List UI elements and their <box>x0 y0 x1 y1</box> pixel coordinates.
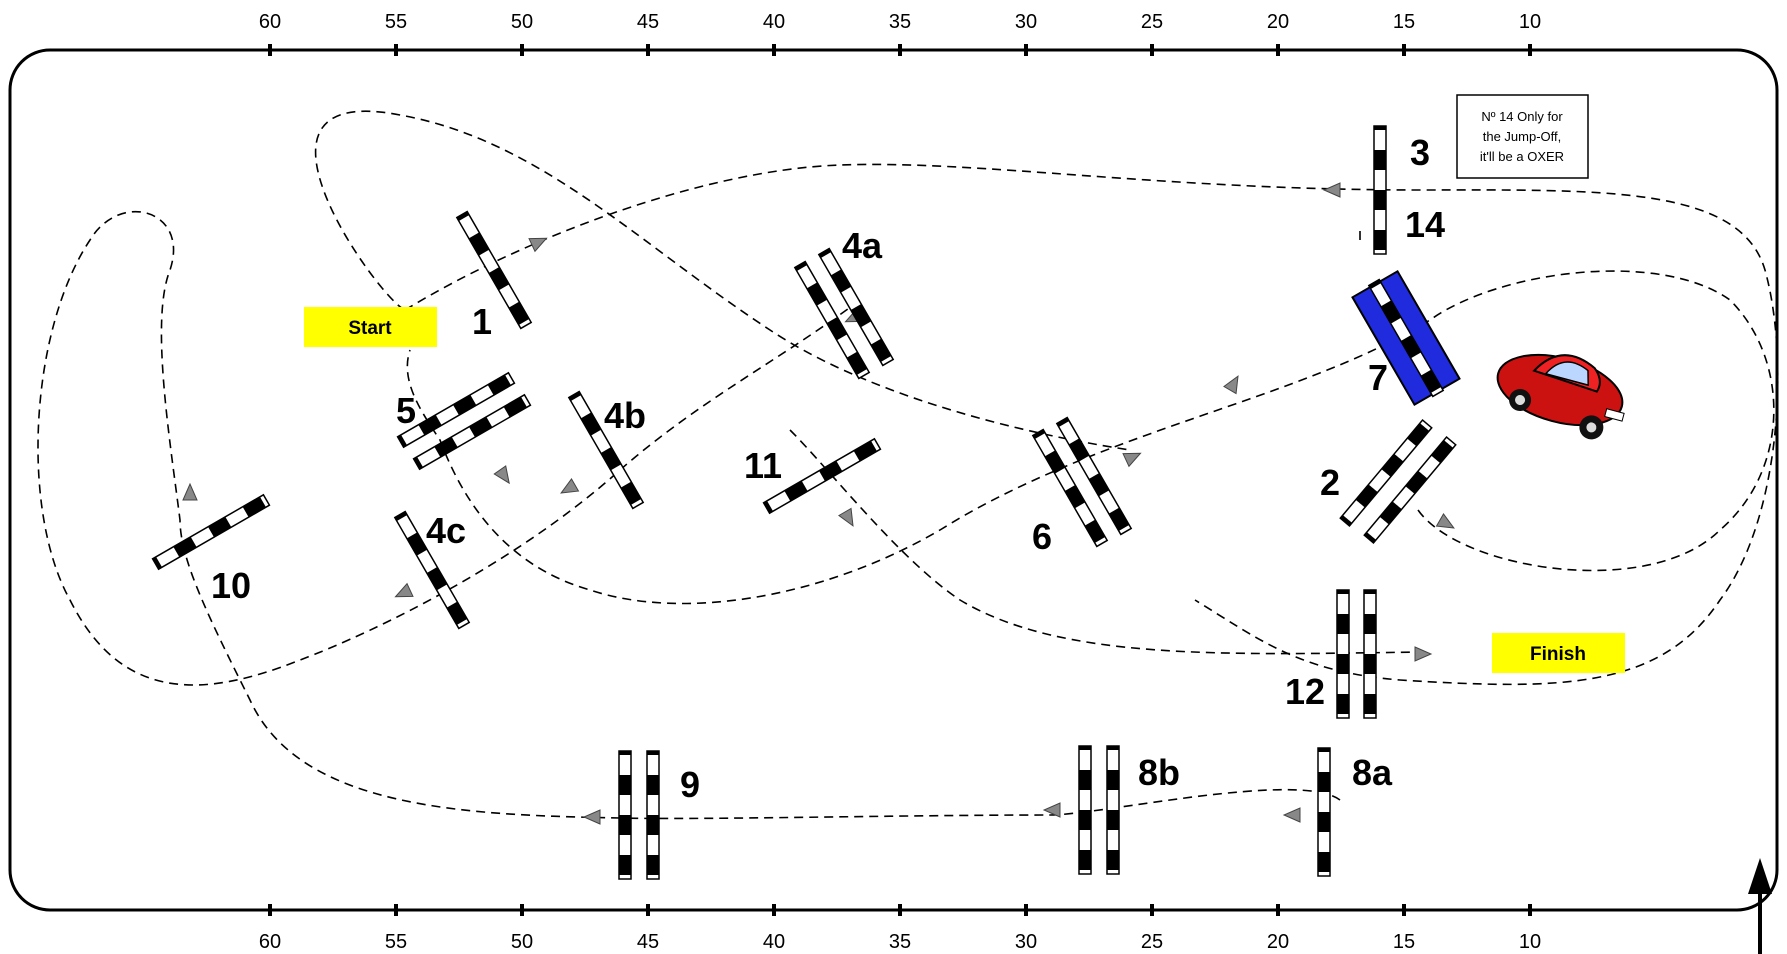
ruler-bottom-tick-label: 40 <box>763 931 785 953</box>
ruler-bottom-tick-label: 35 <box>889 931 911 953</box>
label-4c: 4c <box>426 510 466 551</box>
ruler-top-tick-label: 10 <box>1519 11 1541 33</box>
start-marker-box <box>304 307 437 347</box>
label-4b: 4b <box>604 395 646 436</box>
obstacle-8a-jump <box>1317 747 1331 877</box>
ruler-top-tick-label: 60 <box>259 11 281 33</box>
obstacle-9-jump <box>618 750 660 880</box>
ruler-bottom-tick-label: 45 <box>637 931 659 953</box>
note-box <box>1456 94 1589 179</box>
ruler-bottom-tick-label: 15 <box>1393 931 1415 953</box>
obstacle-10-jump <box>151 494 271 570</box>
label-10: 10 <box>211 565 251 606</box>
obstacle-7-jump[interactable] <box>1351 269 1461 407</box>
ruler-top-tick-label: 30 <box>1015 11 1037 33</box>
ruler-top-tick-label: 35 <box>889 11 911 33</box>
ruler-top-tick-label: 55 <box>385 11 407 33</box>
arena-boundary <box>8 48 1779 912</box>
obstacle-labels: 1 2 3 14 4a 4b 4c 5 6 7 8a 8b 9 10 11 12 <box>211 132 1445 805</box>
ruler-bottom-tick-label: 55 <box>385 931 407 953</box>
course-route <box>37 110 1779 820</box>
label-3: 3 <box>1410 132 1430 173</box>
label-8a: 8a <box>1352 752 1393 793</box>
note-line-2: the Jump-Off, <box>1483 129 1562 144</box>
arrow-up-icon <box>1748 858 1772 954</box>
car-icon <box>1496 353 1625 440</box>
note-line-1: Nº 14 Only for <box>1481 109 1563 124</box>
label-9: 9 <box>680 764 700 805</box>
start-label: Start <box>348 318 392 339</box>
label-1: 1 <box>472 301 492 342</box>
route-arrows <box>182 182 1458 825</box>
label-6: 6 <box>1032 516 1052 557</box>
obstacle-4a-jump <box>794 247 894 380</box>
label-4a: 4a <box>842 225 883 266</box>
ruler-bottom-tick-label: 10 <box>1519 931 1541 953</box>
note-line-3: it'll be a OXER <box>1480 149 1564 164</box>
ruler-top-tick-label: 50 <box>511 11 533 33</box>
label-2: 2 <box>1320 462 1340 503</box>
ruler-top-tick-label: 20 <box>1267 11 1289 33</box>
ruler-bottom-tick-label: 25 <box>1141 931 1163 953</box>
ruler-bottom-tick-label: 30 <box>1015 931 1037 953</box>
label-11: 11 <box>744 445 782 486</box>
label-5: 5 <box>396 390 416 431</box>
label-8b: 8b <box>1138 752 1180 793</box>
obstacle-1-jump <box>456 210 532 330</box>
ruler-bottom-tick-label: 20 <box>1267 931 1289 953</box>
obstacle-12-jump <box>1336 589 1377 719</box>
ruler-bottom-tick-label: 60 <box>259 931 281 953</box>
label-14: 14 <box>1405 204 1445 245</box>
label-12: 12 <box>1285 671 1325 712</box>
obstacle-5-jump <box>396 372 532 470</box>
finish-label: Finish <box>1530 644 1586 665</box>
label-7: 7 <box>1368 357 1388 398</box>
ruler-top-tick-label: 15 <box>1393 11 1415 33</box>
obstacle-3-jump <box>1373 125 1387 255</box>
ruler-top-tick-label: 45 <box>637 11 659 33</box>
finish-marker-box <box>1492 633 1625 673</box>
ruler-top-tick-label: 40 <box>763 11 785 33</box>
ruler-bottom-tick-label: 50 <box>511 931 533 953</box>
ruler-top-tick-label: 25 <box>1141 11 1163 33</box>
